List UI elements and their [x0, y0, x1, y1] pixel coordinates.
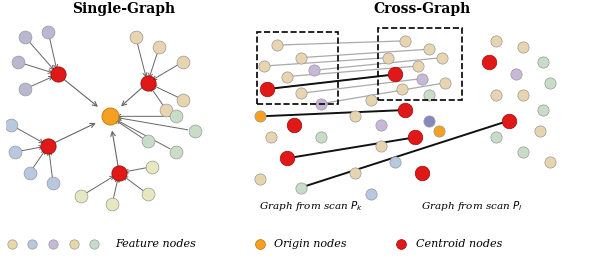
Point [105, 114, 114, 118]
Point [491, 93, 500, 97]
Point [20, 35, 30, 39]
Point [289, 123, 299, 127]
Point [143, 192, 152, 196]
Text: Feature nodes: Feature nodes [115, 239, 196, 249]
Point [390, 160, 399, 165]
Bar [378, 28, 462, 100]
Text: Centroid nodes: Centroid nodes [416, 239, 502, 249]
Point [350, 171, 359, 175]
Point [350, 114, 359, 118]
Point [400, 39, 409, 43]
Point [148, 165, 157, 169]
Point [77, 194, 86, 198]
Point [377, 144, 386, 148]
Bar [257, 32, 337, 104]
Point [417, 171, 427, 175]
Point [518, 93, 527, 97]
Point [283, 156, 292, 160]
Point [28, 242, 37, 246]
Point [44, 144, 53, 148]
Point [48, 242, 58, 246]
Point [296, 56, 306, 60]
Point [69, 242, 78, 246]
Point [283, 74, 292, 79]
Point [545, 81, 555, 85]
Point [7, 242, 17, 246]
Point [296, 185, 306, 190]
Point [171, 114, 181, 118]
Point [397, 87, 407, 91]
Point [366, 97, 376, 102]
Text: Graph from scan $P_l$: Graph from scan $P_l$ [421, 199, 523, 213]
Point [48, 181, 58, 185]
Point [90, 242, 99, 246]
Point [162, 108, 171, 112]
Point [107, 202, 117, 206]
Point [441, 81, 450, 85]
Point [11, 150, 20, 154]
Point [437, 56, 447, 60]
Point [296, 91, 306, 95]
Point [310, 68, 319, 72]
Point [266, 135, 275, 139]
Point [396, 242, 406, 246]
Point [316, 102, 326, 106]
Text: Origin nodes: Origin nodes [274, 239, 347, 249]
Point [484, 60, 494, 64]
Point [424, 118, 433, 123]
Point [143, 81, 152, 85]
Point [255, 177, 265, 181]
Text: Graph from scan $P_k$: Graph from scan $P_k$ [259, 199, 363, 213]
Point [44, 30, 53, 35]
Point [377, 123, 386, 127]
Point [114, 171, 124, 175]
Point [504, 118, 514, 123]
Point [535, 129, 545, 133]
Point [411, 135, 420, 139]
Point [259, 64, 268, 68]
Point [538, 108, 548, 112]
Point [143, 139, 152, 144]
Title: Single-Graph: Single-Graph [73, 2, 175, 16]
Point [366, 192, 376, 196]
Point [171, 150, 181, 154]
Point [417, 77, 427, 81]
Point [518, 45, 527, 49]
Point [178, 97, 188, 102]
Title: Cross-Graph: Cross-Graph [373, 2, 470, 16]
Point [316, 135, 326, 139]
Point [491, 135, 500, 139]
Point [273, 43, 282, 47]
Point [545, 160, 555, 165]
Point [424, 47, 433, 51]
Point [53, 72, 63, 77]
Point [13, 60, 22, 64]
Point [255, 114, 265, 118]
Point [155, 45, 164, 49]
Point [424, 93, 433, 97]
Point [434, 129, 444, 133]
Point [538, 60, 548, 64]
Point [512, 72, 521, 77]
Point [6, 123, 15, 127]
Point [491, 39, 500, 43]
Point [384, 56, 393, 60]
Point [414, 64, 423, 68]
Point [20, 87, 30, 91]
Point [518, 150, 527, 154]
Point [178, 60, 188, 64]
Point [25, 171, 34, 175]
Point [190, 129, 199, 133]
Point [390, 72, 399, 77]
Point [400, 108, 409, 112]
Point [263, 87, 272, 91]
Point [131, 35, 140, 39]
Point [255, 242, 264, 246]
